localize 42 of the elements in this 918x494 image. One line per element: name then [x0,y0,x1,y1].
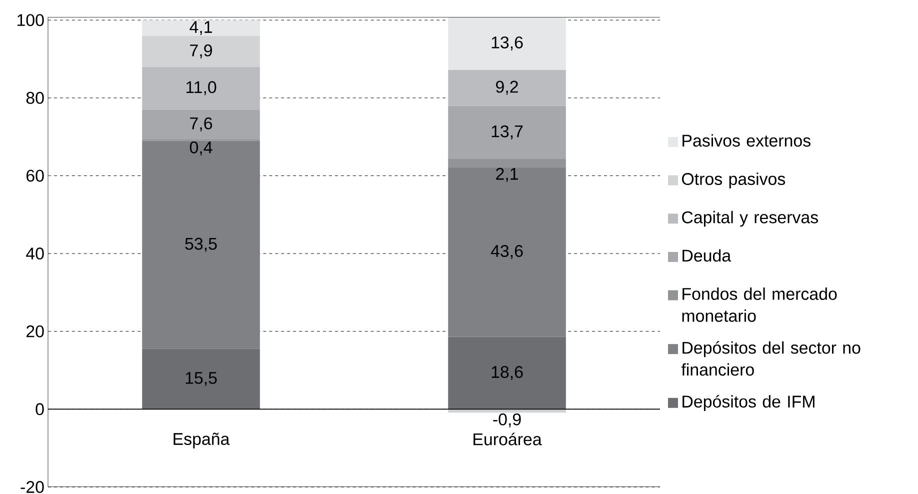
bar [448,106,566,159]
data-label: 7,9 [190,44,212,58]
bar [142,140,260,349]
bar [142,66,260,110]
data-label: 13,6 [492,36,523,50]
data-label: 2,1 [496,168,518,182]
bar [448,16,566,70]
y-tick-label: 40 [26,248,44,260]
bar [448,167,566,337]
bar [142,348,260,410]
y-tick-label: 0 [36,403,44,416]
data-label: 7,6 [190,117,212,132]
legend-label: Pasivos externos [682,134,810,147]
y-tick-label: 80 [26,92,44,104]
bar [448,158,566,168]
data-label: 4,1 [190,21,212,35]
bar [142,20,260,36]
legend-label: Depósitos de IFM [682,394,814,411]
data-label: 53,5 [185,238,217,252]
data-label: 15,5 [186,372,217,386]
data-label: 43,6 [490,244,523,259]
legend-label: Deuda [682,249,732,262]
x-tick-label: España [174,432,230,448]
legend-label: Fondos del mercado monetario [682,288,837,322]
data-label: 9,2 [496,80,518,95]
bar [142,110,260,140]
legend-label: Depósitos del sector no financiero [681,341,860,376]
bar [142,36,260,67]
bar [448,336,566,410]
legend-label: Capital y reservas [682,210,818,227]
y-tick-label: 20 [26,325,44,338]
data-label: 0,4 [190,141,212,156]
x-tick-label: Euroárea [474,432,542,446]
bar [448,70,566,106]
data-label: 18,6 [492,366,523,380]
y-tick-label: 60 [26,170,44,182]
y-tick-label: -20 [20,480,44,493]
data-label: 11,0 [186,81,216,96]
data-label: -0,9 [493,413,521,428]
data-label: 13,7 [492,125,523,140]
legend-label: Otros pasivos [682,172,786,188]
y-tick-label: 100 [18,14,44,26]
